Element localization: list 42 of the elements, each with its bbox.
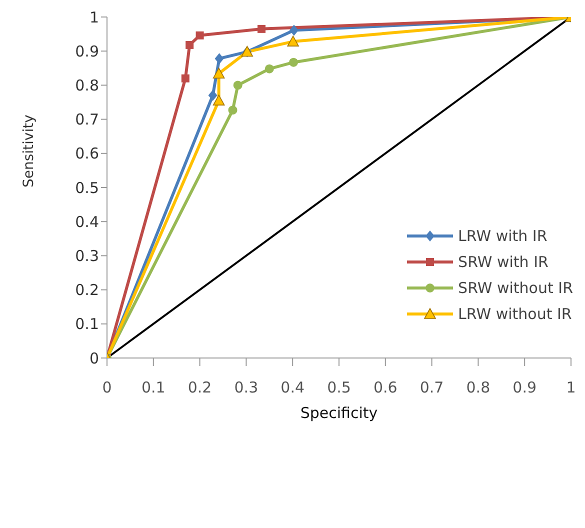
x-tick-label: 0.7	[420, 378, 444, 397]
point	[287, 36, 299, 46]
point	[181, 74, 190, 82]
point	[233, 80, 242, 90]
x-tick-label: 0	[102, 378, 112, 397]
y-tick-label: 0.1	[75, 315, 99, 334]
x-tick-label: 0.3	[234, 378, 258, 397]
point	[208, 90, 218, 101]
point	[264, 64, 274, 74]
x-tick-label: 0.9	[512, 378, 537, 397]
y-tick-label: 0.3	[75, 247, 99, 266]
y-tick-label: 0.9	[75, 42, 99, 60]
x-tick-label: 0.6	[373, 378, 398, 397]
y-tick-label: 0.7	[75, 110, 99, 129]
point	[228, 106, 238, 115]
y-tick-label: 1	[89, 8, 99, 26]
y-tick-label: 0.6	[75, 144, 99, 163]
point	[196, 31, 204, 40]
x-tick-label: 0.5	[327, 378, 351, 397]
x-tick-label: 0.1	[141, 378, 166, 397]
x-tick-label: 0.2	[188, 378, 212, 397]
y-tick-label: 0.5	[75, 178, 99, 197]
legend-label: LRW with IR	[458, 227, 548, 245]
point	[289, 24, 298, 36]
legend-label: LRW without IR	[458, 305, 572, 323]
y-tick-label: 0.4	[75, 212, 99, 231]
legend-label: SRW with IR	[458, 253, 548, 271]
x-tick-label: 0.8	[466, 378, 490, 397]
y-axis-title: Sensitivity	[20, 114, 37, 188]
y-tick-label: 0	[89, 349, 99, 368]
y-tick-label: 0.8	[75, 76, 99, 95]
x-tick-label: 0.4	[280, 378, 305, 397]
point	[186, 40, 194, 49]
point	[212, 68, 225, 79]
point	[289, 58, 298, 67]
point	[258, 24, 266, 33]
y-tick-label: 0.2	[75, 281, 99, 300]
x-axis-title: Specificity	[300, 404, 378, 422]
legend-label: SRW without IR	[458, 279, 573, 297]
point	[212, 94, 225, 106]
x-tick-label: 1	[566, 378, 576, 397]
point	[214, 53, 224, 64]
